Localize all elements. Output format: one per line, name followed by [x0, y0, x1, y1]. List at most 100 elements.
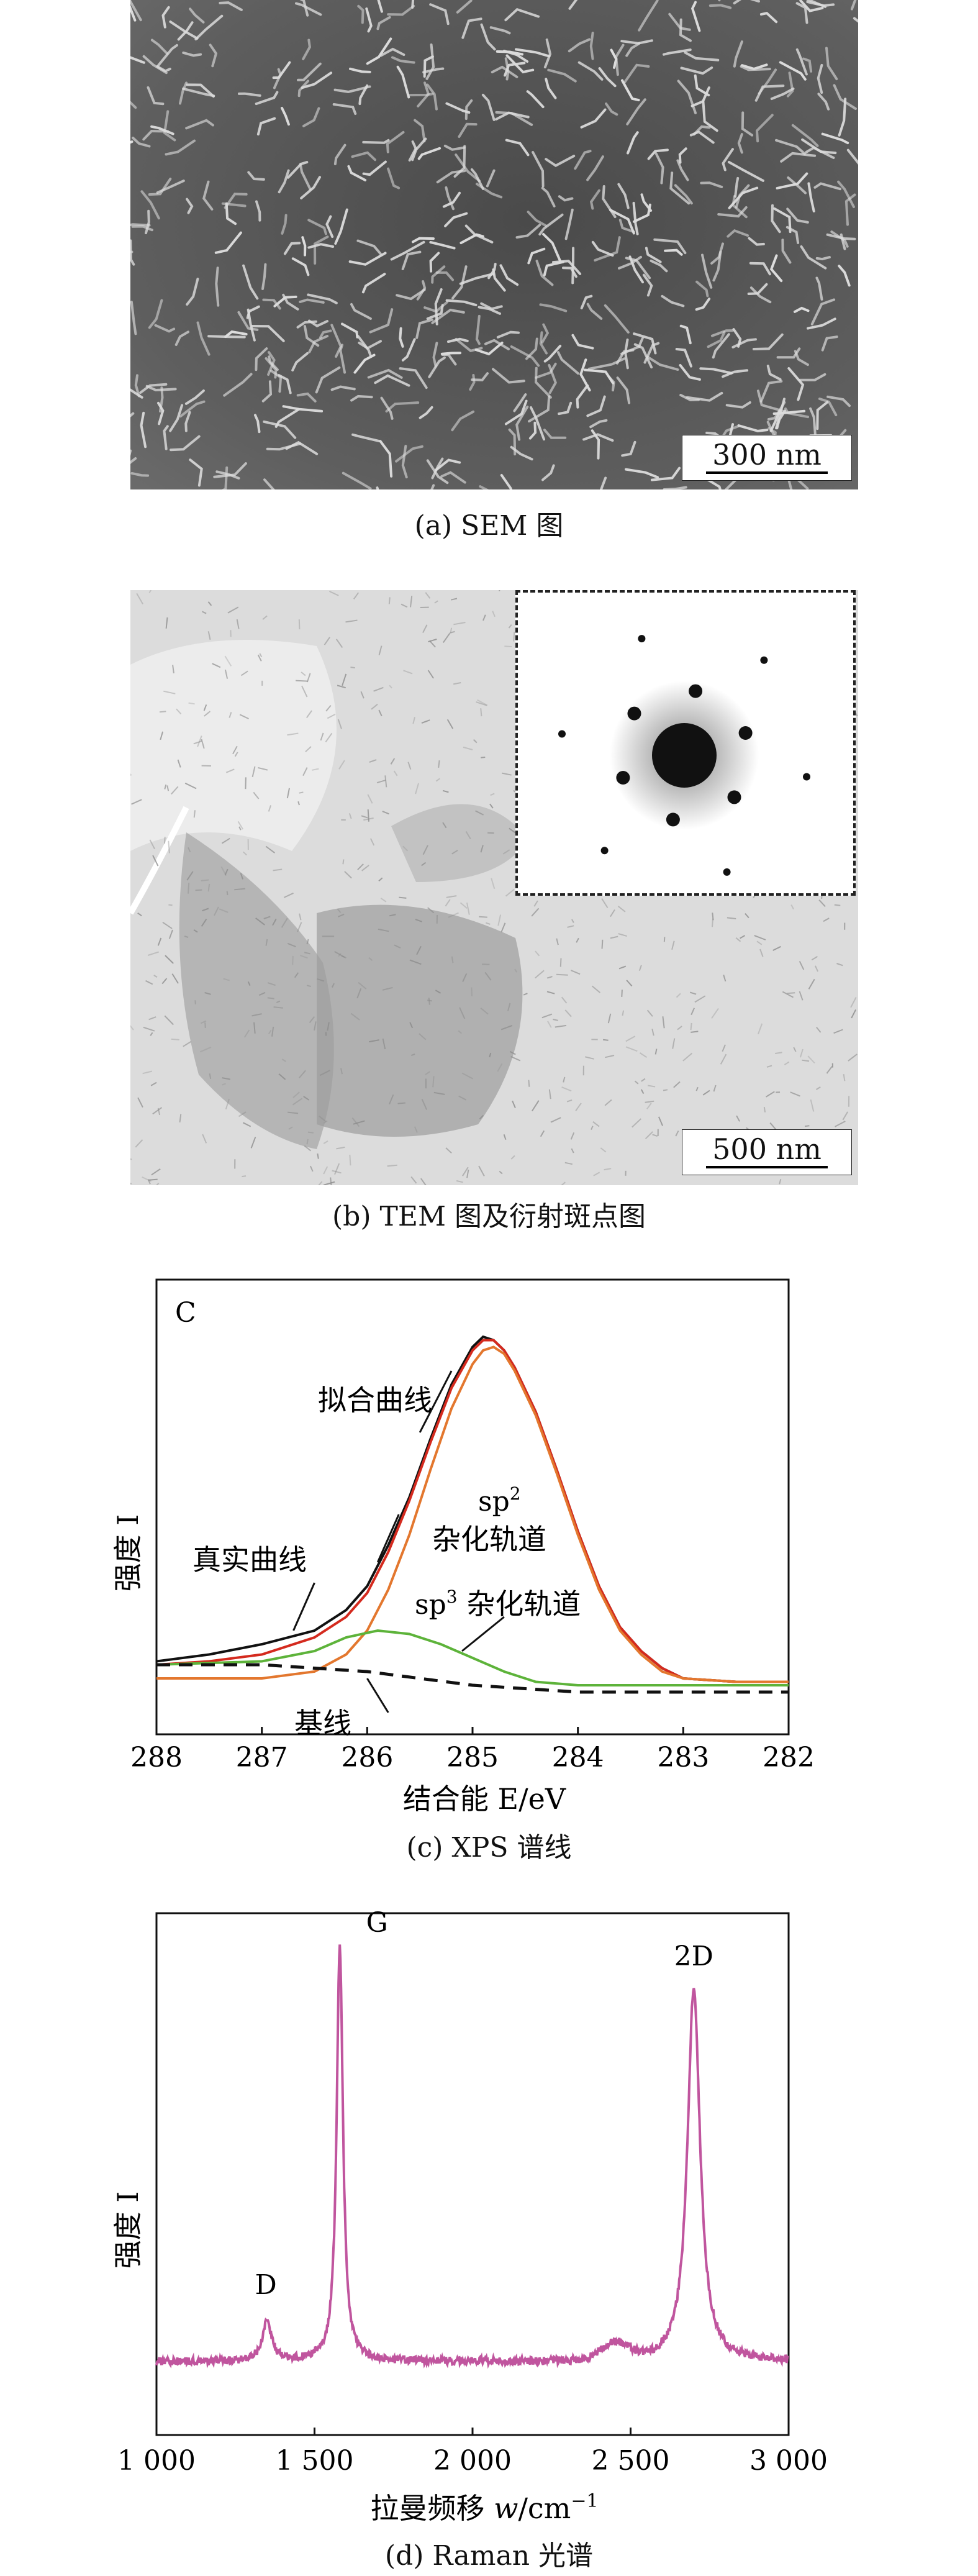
sem-flake — [707, 331, 726, 348]
tem-flake — [350, 667, 355, 669]
tem-flake — [257, 654, 262, 662]
tem-flake — [591, 1126, 594, 1130]
sem-flake — [134, 374, 140, 398]
sem-flake — [401, 445, 408, 479]
tem-flake — [258, 767, 268, 771]
sem-flake — [255, 347, 268, 371]
sem-flake — [356, 335, 373, 358]
sem-flake — [307, 219, 327, 235]
sem-flake — [386, 130, 405, 153]
tem-flake — [143, 1026, 155, 1032]
sem-flake — [826, 233, 856, 240]
sem-flake — [313, 235, 329, 265]
tem-flake — [810, 1099, 815, 1112]
sem-flake — [495, 111, 533, 126]
tem-flake — [550, 1117, 561, 1123]
sem-flake — [504, 7, 540, 22]
sem-flake — [273, 68, 282, 89]
sem-flake — [255, 91, 279, 106]
sem-flake — [749, 286, 772, 304]
tem-flake — [251, 766, 256, 778]
tem-flake — [740, 935, 746, 939]
tem-flake — [179, 1114, 182, 1123]
tem-flake — [335, 639, 343, 649]
xps-fit-curve — [156, 1339, 789, 1683]
tem-flake — [561, 1086, 572, 1092]
sem-flake — [347, 165, 367, 181]
sem-flake — [426, 459, 449, 485]
sem-flake — [432, 342, 438, 368]
xps-ann-fit: 拟合曲线 — [318, 1383, 432, 1417]
tem-flake — [177, 759, 181, 768]
sem-flake — [157, 43, 178, 66]
tem-flake — [353, 1120, 365, 1125]
tem-flake — [482, 963, 490, 965]
xps-x-tick-label: 282 — [763, 1742, 815, 1773]
sem-flake — [130, 0, 142, 22]
tem-flake — [145, 980, 153, 985]
sem-flake — [291, 352, 309, 371]
sem-flake — [577, 61, 604, 81]
tem-flake — [222, 1083, 226, 1086]
tem-flake — [299, 791, 304, 794]
sem-flake — [526, 90, 545, 109]
sem-flake — [504, 61, 526, 77]
tem-flake — [183, 1040, 192, 1047]
sem-scale-bar-line — [706, 471, 828, 474]
tem-flake — [135, 1139, 143, 1148]
sem-flake — [642, 273, 653, 297]
tem-flake — [292, 1098, 303, 1106]
raman-caption: (d) Raman 光谱 — [384, 2540, 594, 2572]
sem-flake — [478, 306, 501, 315]
sem-flake — [130, 4, 137, 22]
sem-flake — [186, 198, 194, 214]
tem-flake — [150, 1081, 157, 1086]
tem-flake — [673, 1081, 681, 1088]
sem-flake — [510, 345, 540, 367]
tem-flake — [164, 1015, 174, 1026]
tem-flake — [451, 849, 458, 855]
tem-flake — [152, 855, 159, 867]
sem-flake — [776, 172, 808, 189]
sem-flake — [361, 273, 386, 294]
sem-flake — [426, 83, 438, 111]
tem-flake — [410, 596, 413, 608]
tem-flake — [639, 1052, 648, 1058]
tem-flake — [304, 952, 310, 955]
tem-flake — [317, 978, 325, 982]
sem-flake — [225, 202, 237, 225]
sem-flake — [186, 278, 199, 306]
tem-flake — [610, 935, 618, 939]
tem-flake — [229, 712, 232, 718]
tem-flake — [172, 665, 174, 674]
sem-flake — [429, 252, 440, 273]
tem-flake — [713, 1085, 717, 1092]
xps-leader-sp3 — [461, 1616, 505, 1652]
tem-flake — [415, 919, 422, 922]
sem-flake — [376, 16, 391, 30]
tem-flake — [425, 1071, 430, 1076]
sem-flake — [632, 201, 639, 235]
sem-flake — [130, 388, 143, 399]
sem-flake — [186, 83, 215, 98]
tem-flake — [410, 1054, 415, 1057]
sem-flake — [350, 394, 373, 402]
tem-flake — [176, 708, 182, 715]
tem-flake — [342, 673, 347, 686]
sem-flake — [379, 47, 405, 57]
tem-flake — [634, 1080, 639, 1085]
tem-flake — [297, 801, 300, 806]
tem-flake — [323, 1181, 335, 1185]
tem-flake — [164, 784, 167, 790]
tem-flake — [348, 812, 352, 819]
sem-flake — [333, 85, 371, 93]
sem-flake — [712, 333, 730, 359]
tem-flake — [446, 895, 457, 898]
tem-flake — [202, 611, 207, 614]
tem-flake — [546, 991, 555, 994]
sem-flake — [470, 168, 484, 190]
sem-flake — [810, 298, 836, 325]
sem-flake — [139, 383, 168, 394]
sem-flake — [695, 298, 711, 311]
tem-flake — [425, 592, 431, 599]
